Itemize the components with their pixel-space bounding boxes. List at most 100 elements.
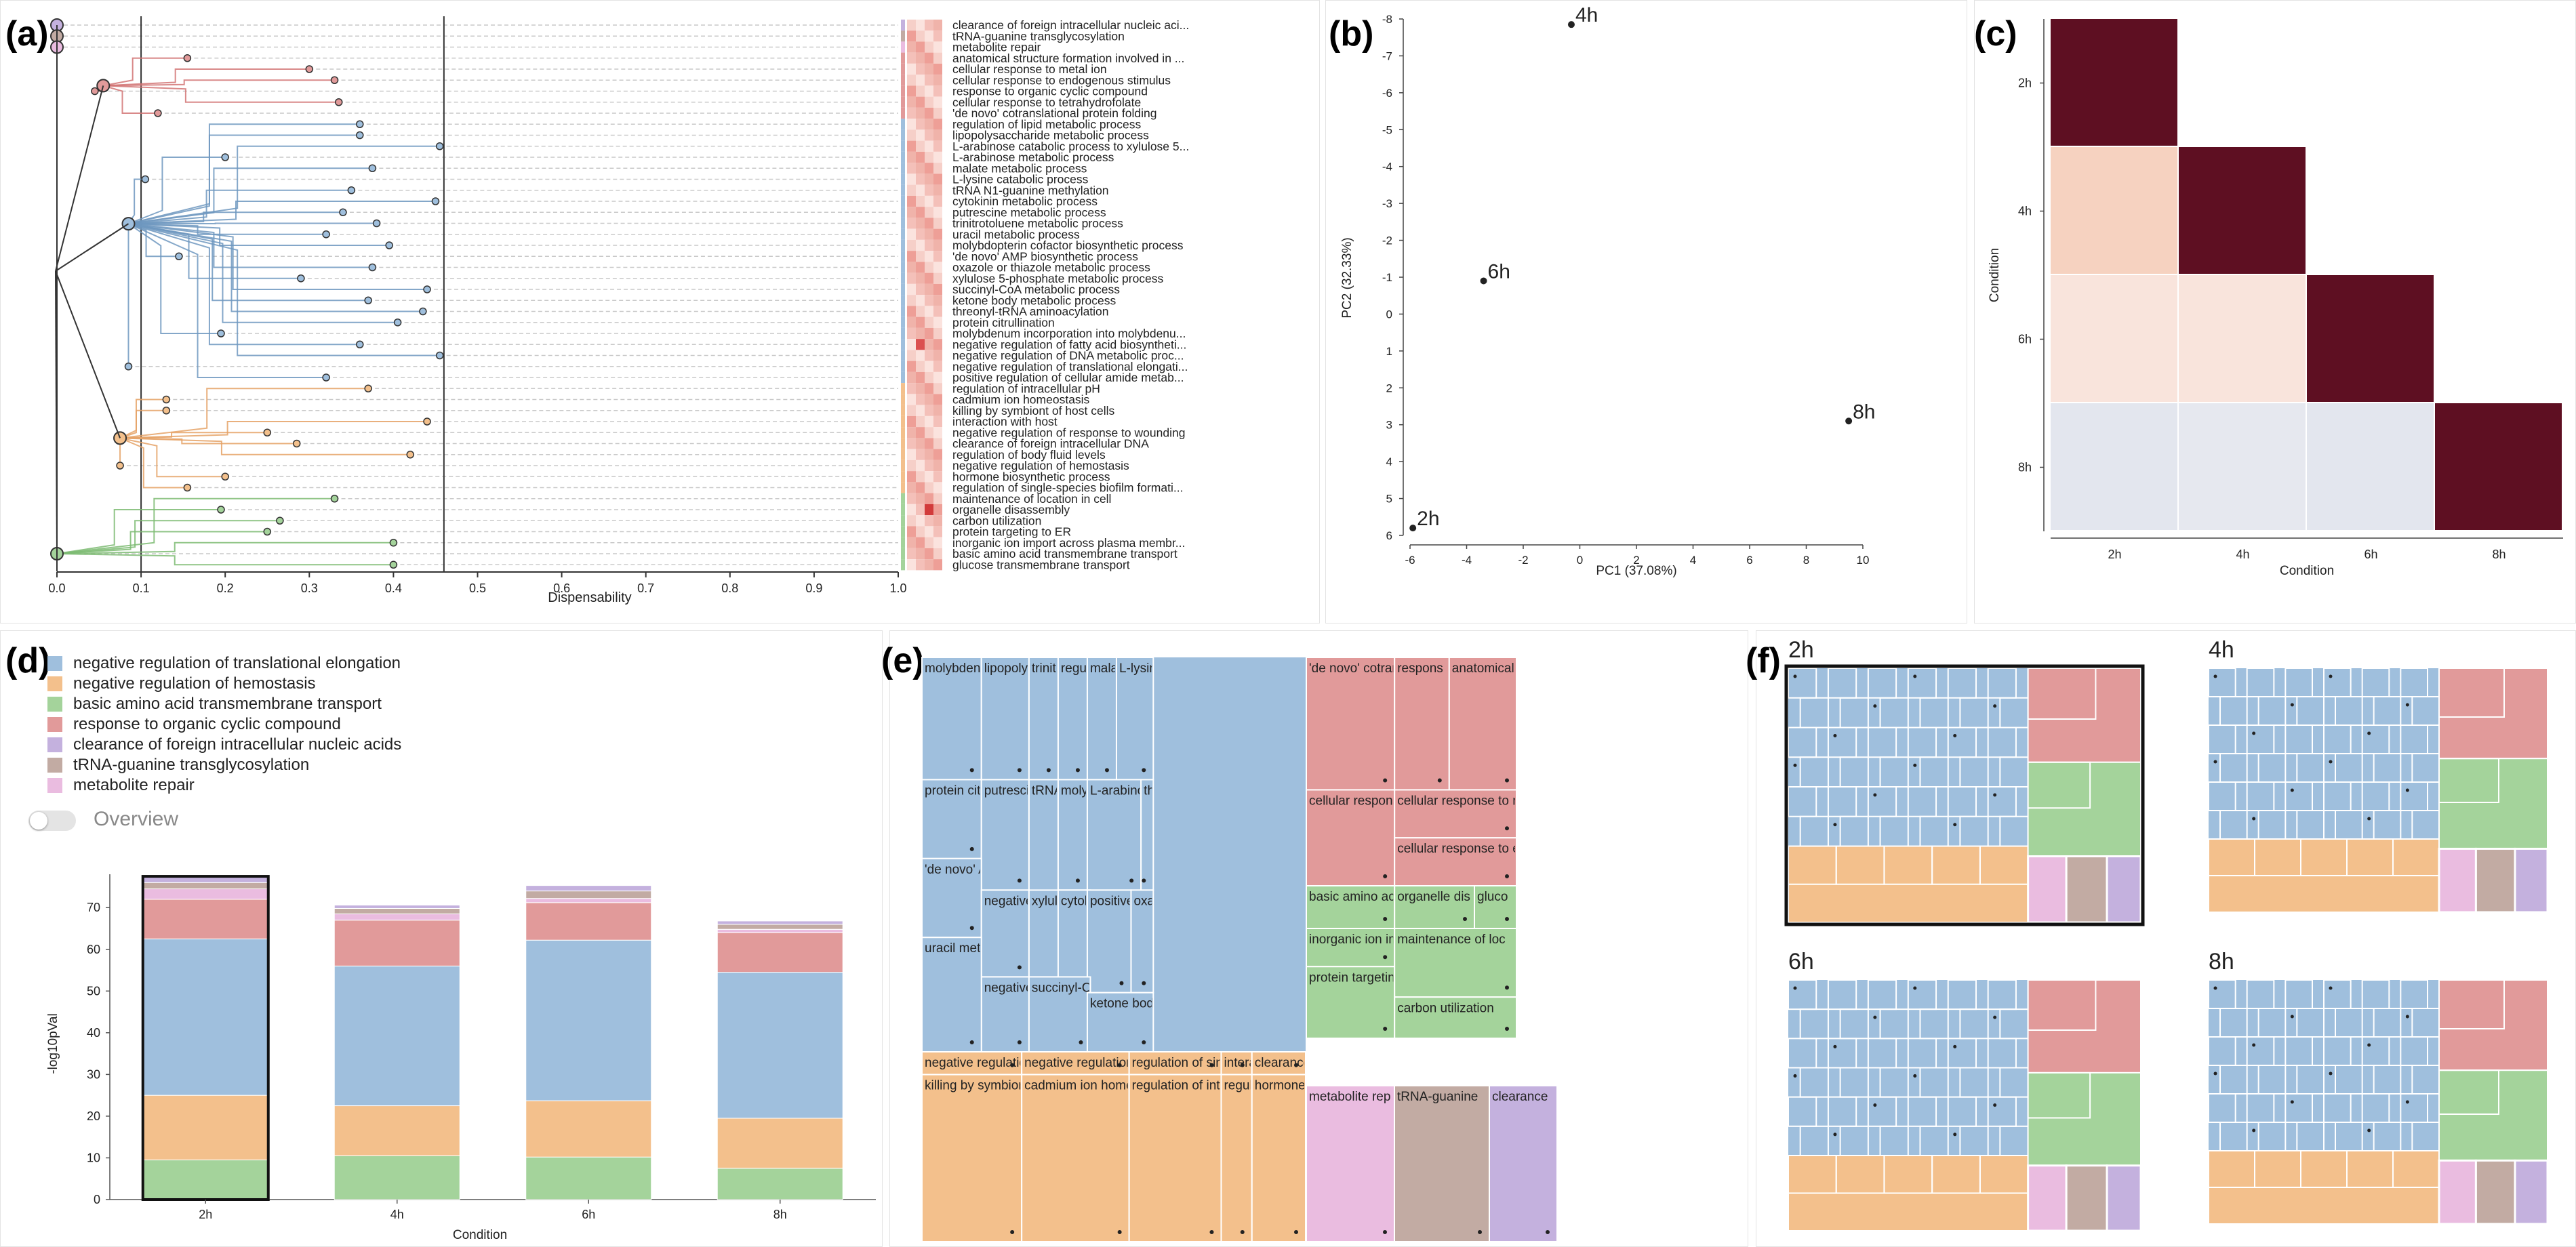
x-axis-title: PC1 (37.08%) — [1596, 564, 1676, 578]
term-label: negative regulation of fatty acid biosyn… — [952, 338, 1186, 351]
y-tick-label: 60 — [87, 943, 100, 956]
panel-label-e: (e) — [881, 641, 925, 680]
heatmap-cell — [907, 75, 916, 86]
term-label: tRNA-guanine transglycosylation — [952, 29, 1125, 43]
treemap-tile-label: regulat — [1224, 1079, 1264, 1093]
heatmap-cell — [916, 427, 925, 438]
term-label: regulation of lipid metabolic process — [952, 117, 1141, 131]
term-label: cadmium ion homeostasis — [952, 393, 1090, 407]
significance-marker — [1104, 768, 1109, 773]
heatmap-cell — [933, 459, 942, 472]
significance-marker — [969, 846, 974, 851]
treemap-tile-label: regulation c — [1061, 661, 1127, 676]
term-node — [330, 495, 339, 503]
heatmap-cell — [925, 140, 933, 152]
term-label: cellular response to metal ion — [952, 62, 1107, 76]
significance-marker — [1505, 826, 1509, 831]
significance-marker — [2290, 788, 2294, 792]
dendrogram-branch — [56, 553, 394, 566]
significance-marker — [1383, 955, 1388, 960]
term-label: negative regulation of DNA metabolic pro… — [952, 349, 1184, 363]
treemap-tile — [2438, 758, 2499, 803]
heatmap-cell — [916, 251, 925, 262]
significance-marker — [1993, 1103, 1997, 1107]
treemap-tile — [1128, 1074, 1222, 1242]
term-node — [435, 142, 444, 150]
term-node — [305, 65, 314, 73]
bar-segment — [525, 1100, 652, 1158]
y-tick-label: 6h — [2018, 333, 2032, 346]
heatmap-cell — [916, 438, 925, 449]
heatmap-cell — [916, 371, 925, 384]
heatmap-cell — [2051, 403, 2177, 530]
term-label: protein citrullination — [952, 316, 1055, 329]
bar-segment — [334, 913, 460, 921]
dendrogram-branch — [128, 134, 360, 225]
treemap-tile — [1306, 885, 1396, 929]
treemap-tile-label: carbon utilization — [1397, 1001, 1494, 1015]
treemap-tile-label: anatomical st — [1452, 661, 1529, 676]
x-tick-label: 10 — [1857, 554, 1870, 567]
significance-marker — [1117, 1063, 1122, 1067]
heatmap-cell — [925, 482, 933, 493]
root-branch — [55, 223, 129, 272]
significance-marker — [1993, 704, 1997, 708]
heatmap-cell — [933, 361, 942, 372]
heatmap-cell — [925, 459, 933, 472]
heatmap-cell — [2179, 147, 2306, 274]
significance-marker — [969, 768, 974, 773]
treemap-tile-label: negative regulation of — [925, 1056, 1048, 1070]
significance-marker — [2405, 703, 2409, 707]
term-label: malate metabolic process — [952, 161, 1087, 175]
significance-marker — [1437, 778, 1442, 783]
heatmap-cell — [907, 163, 916, 174]
treemap-tile-label: negative regulation of — [1024, 1056, 1148, 1070]
treemap-tile — [921, 657, 982, 781]
term-node — [183, 483, 192, 492]
legend-swatch — [47, 717, 62, 732]
group-color-strip — [901, 482, 905, 493]
significance-marker — [1873, 704, 1877, 708]
treemap-tile — [2027, 979, 2097, 1031]
treemap-tile — [1115, 657, 1154, 781]
group-color-strip — [901, 195, 905, 207]
term-node — [347, 186, 356, 195]
treemap-tile — [2438, 1069, 2499, 1116]
significance-marker — [2213, 1071, 2217, 1076]
x-tick-label: 0.4 — [385, 581, 402, 595]
dendrogram-branch — [103, 85, 339, 103]
significance-marker — [1142, 1040, 1146, 1044]
overview-toggle[interactable] — [28, 811, 76, 831]
significance-marker — [1240, 1063, 1245, 1067]
dendrogram-branch — [128, 211, 343, 225]
treemap-tile-label: organelle dis — [1397, 890, 1470, 904]
term-label: lipopolysaccharide metabolic process — [952, 129, 1149, 142]
x-axis-title: Condition — [2280, 564, 2334, 578]
term-label: L-arabinose catabolic process to xylulos… — [952, 140, 1189, 153]
term-node — [368, 164, 377, 172]
term-node — [221, 153, 229, 161]
x-tick-label: 2 — [1633, 554, 1639, 567]
heatmap-cell — [907, 371, 916, 384]
dendrogram-branch — [128, 189, 352, 225]
heatmap-cell — [925, 350, 933, 361]
significance-marker — [1913, 986, 1917, 990]
group-color-strip — [901, 459, 905, 472]
legend-swatch — [47, 676, 62, 691]
significance-marker — [1142, 768, 1146, 773]
significance-marker — [1793, 763, 1797, 767]
group-color-strip — [901, 306, 905, 317]
pca-point — [1567, 21, 1575, 28]
term-node — [389, 560, 398, 569]
heatmap-cell — [916, 195, 925, 207]
dendrogram-branch — [128, 223, 440, 356]
heatmap-cell — [933, 163, 942, 174]
pca-point-label: 4h — [1575, 4, 1598, 26]
heatmap-cell — [933, 559, 942, 571]
group-color-strip — [901, 383, 905, 394]
term-label: threonyl-tRNA aminoacylation — [952, 305, 1109, 319]
x-tick-label: 4h — [390, 1208, 404, 1221]
treemap-region — [2438, 979, 2548, 1071]
heatmap-cell — [907, 515, 916, 527]
y-tick-label: 8h — [2018, 461, 2032, 474]
